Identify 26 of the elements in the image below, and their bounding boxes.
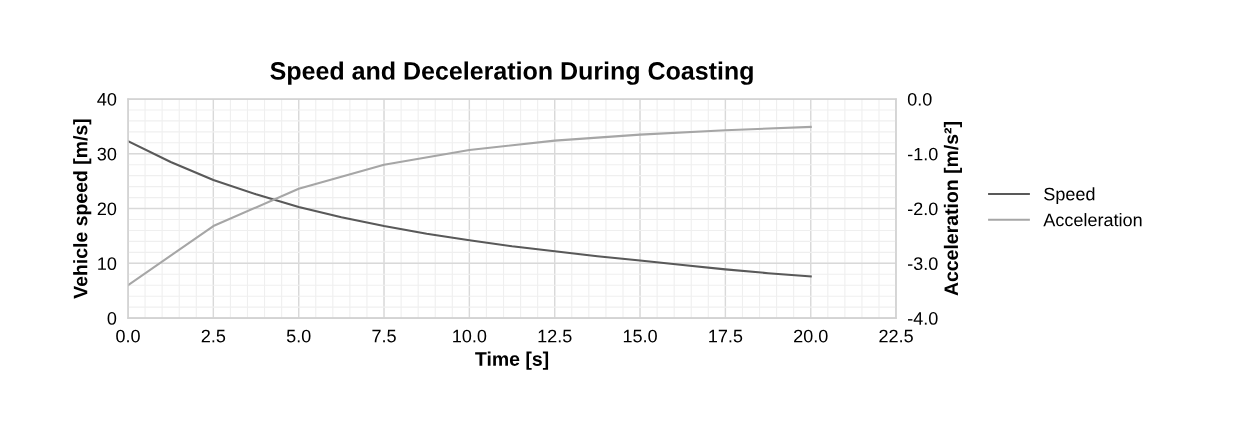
y-tick-label: 0 (107, 312, 117, 325)
x-tick-label: 0.0 (116, 329, 140, 343)
x-tick-label: 5.0 (286, 329, 311, 343)
y-axis-title: Vehicle speed [m/s] (73, 119, 92, 299)
y2-axis-title: Acceleration [m/s²] (943, 122, 962, 296)
legend-label: Acceleration (1043, 213, 1142, 227)
y2-tick-label: -2.0 (907, 202, 938, 216)
x-tick-label: 7.5 (372, 329, 396, 343)
x-tick-label: 10.0 (453, 329, 487, 343)
y-tick-label: 20 (97, 202, 117, 216)
x-axis-title: Time [s] (475, 351, 549, 370)
y2-tick-label: -3.0 (907, 257, 938, 271)
y-tick-label: 40 (97, 92, 117, 106)
y2-tick-label: 0.0 (907, 92, 932, 106)
x-tick-label: 20.0 (794, 329, 828, 343)
x-tick-label: 15.0 (623, 329, 657, 343)
chart-title: Speed and Deceleration During Coasting (270, 61, 753, 85)
x-tick-label: 22.5 (879, 329, 913, 343)
y2-tick-label: -4.0 (907, 312, 938, 325)
x-tick-label: 17.5 (709, 329, 743, 343)
x-tick-label: 2.5 (201, 329, 226, 343)
y2-tick-label: -1.0 (907, 147, 938, 161)
legend-label: Speed (1044, 187, 1095, 205)
y-tick-label: 10 (98, 257, 117, 271)
y-tick-label: 30 (97, 147, 117, 161)
x-tick-label: 12.5 (538, 329, 572, 343)
